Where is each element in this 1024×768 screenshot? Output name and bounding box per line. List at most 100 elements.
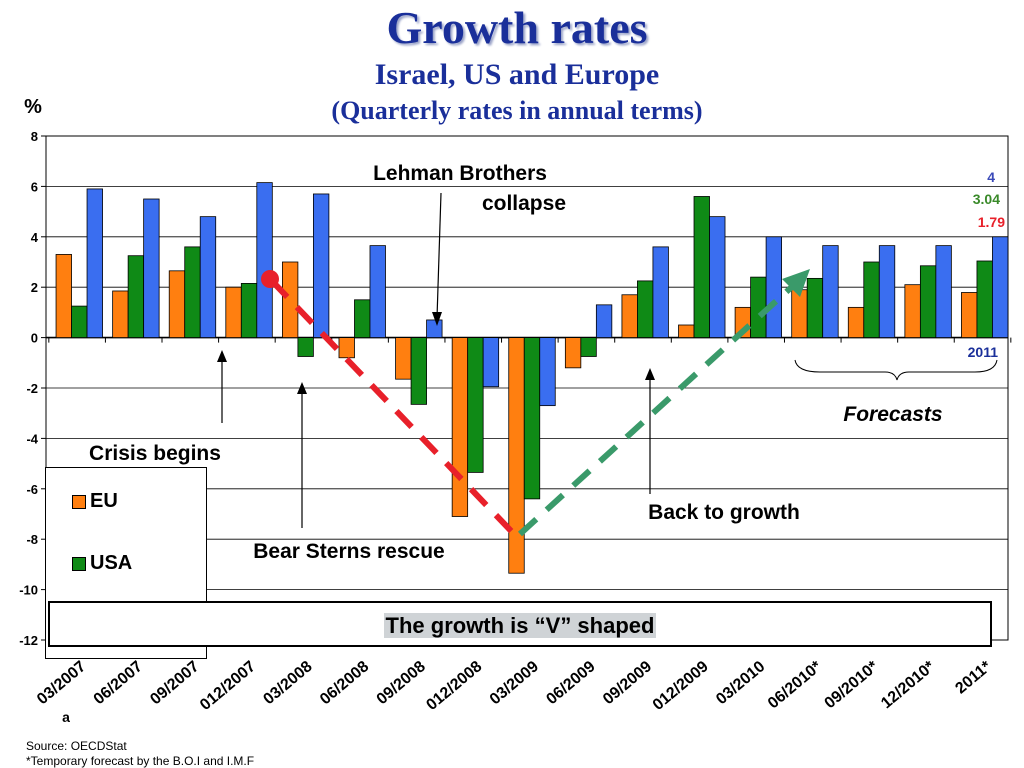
bar-us [765,236,783,339]
x-tick-label: 09/2007 [147,658,202,708]
bear-arrow-head [297,382,307,394]
chart-bars [55,182,1009,574]
bar-usa [919,265,937,338]
bar-usa [467,337,484,473]
chart-annotations: 4 3.04 1.79 2011 Lehman Brothers collapse Cris… [89,162,1005,563]
end-label-usa: 3.04 [973,191,1000,207]
forecast-brace [794,359,998,381]
growth-arrow-head [645,368,655,380]
x-tick-label: 03/2009 [487,658,542,708]
v-shape-banner: The growth is “V” shaped [48,601,992,647]
banner-text: The growth is “V” shaped [383,613,657,638]
bar-usa [184,246,201,339]
bar-eu [168,270,186,339]
y-tick-labels: 8 6 4 2 0 -2 -4 -6 -8 -10 -12% [19,96,42,648]
bar-us [426,319,443,338]
legend-label-usa: USA [90,552,133,574]
y-tick-label: -12 [19,633,38,648]
bar-eu [904,284,921,338]
page-title: Growth rates [386,2,648,53]
bar-usa [127,255,145,338]
x-tick-label: 09/2010* [822,658,883,713]
bar-us [709,216,726,338]
bar-us [595,304,613,338]
bar-us [369,245,386,338]
x-tick-label: 012/2008 [423,658,485,714]
bar-usa [297,337,314,357]
y-tick-label: 0 [31,331,38,346]
source-footnote: Source: OECDStat [26,739,127,753]
crisis-label: Crisis begins [89,442,221,465]
y-tick-label: 2 [31,280,38,295]
bar-us [935,245,952,338]
x-tick-label: 03/2007 [34,658,89,708]
page-subtitle-note: (Quarterly rates in annual terms) [331,96,703,125]
y-tick-label: -10 [19,583,38,598]
bar-us [312,193,330,339]
bar-eu [225,286,242,339]
bar-eu [112,290,129,339]
bar-eu [791,289,808,339]
bear-label: Bear Sterns rescue [253,540,444,563]
bar-usa [71,305,88,339]
bar-usa [750,276,767,338]
bar-us [482,337,500,388]
bar-us [652,246,669,339]
bar-us [992,236,1009,339]
v-up-line [517,281,798,537]
x-tick-label: 012/2007 [197,658,259,714]
x-tick-label: 06/2007 [91,658,146,708]
legend-swatch-eu [72,495,86,509]
y-tick-label: -8 [26,532,38,547]
x-tick-label: 09/2009 [600,658,655,708]
x-tick-label: 03/2010 [713,658,768,708]
bar-us [199,216,217,338]
bar-eu [395,337,412,380]
bar-us [256,182,273,338]
y-tick-label: -4 [26,431,38,446]
page-subtitle: Israel, US and Europe [374,58,660,91]
bar-usa [693,196,710,338]
bar-usa [976,260,993,339]
bar-eu [451,337,469,517]
bar-usa [580,337,597,357]
bar-usa [354,299,371,338]
x-tick-label: 09/2008 [374,658,429,708]
legend-label-eu: EU [90,490,118,512]
v-up-arrow-head [782,269,810,297]
forecast-footnote: *Temporary forecast by the B.O.I and I.M… [26,754,255,768]
end-label-eu: 1.79 [978,214,1005,230]
x-tick-label: 012/2009 [650,658,712,714]
x-tick-label: 06/2010* [765,658,826,713]
y-tick-label: 8 [31,129,38,144]
footnote-marker: a [62,709,70,725]
x-tick-label: 03/2008 [260,658,315,708]
x-tick-label: 06/2009 [543,658,598,708]
crisis-arrow-head [217,350,227,362]
bar-us [822,245,839,338]
x-tick-label: 06/2008 [317,658,372,708]
end-label-us: 4 [987,169,995,185]
bar-eu [678,324,695,339]
x-tick-label: 2011* [952,658,995,698]
lehman-label-line2: collapse [482,192,566,215]
bar-eu [621,294,638,339]
bar-usa [806,277,824,339]
back-to-growth-label: Back to growth [648,501,800,524]
lehman-arrow-head [432,312,442,326]
y-axis-label: % [24,96,42,118]
bar-usa [637,280,654,338]
y-tick-label: -6 [26,482,38,497]
legend-swatch-usa [72,557,86,571]
bar-us [878,245,896,338]
legend-item-eu: EU [72,490,118,513]
bar-usa [863,261,880,338]
y-tick-label: -2 [26,381,38,396]
lehman-label-line1: Lehman Brothers [373,162,547,185]
bar-eu [847,306,865,338]
x-tick-label: 12/2010* [878,658,939,713]
bar-us [539,337,556,407]
bar-usa [240,283,258,339]
bar-eu [55,254,72,339]
